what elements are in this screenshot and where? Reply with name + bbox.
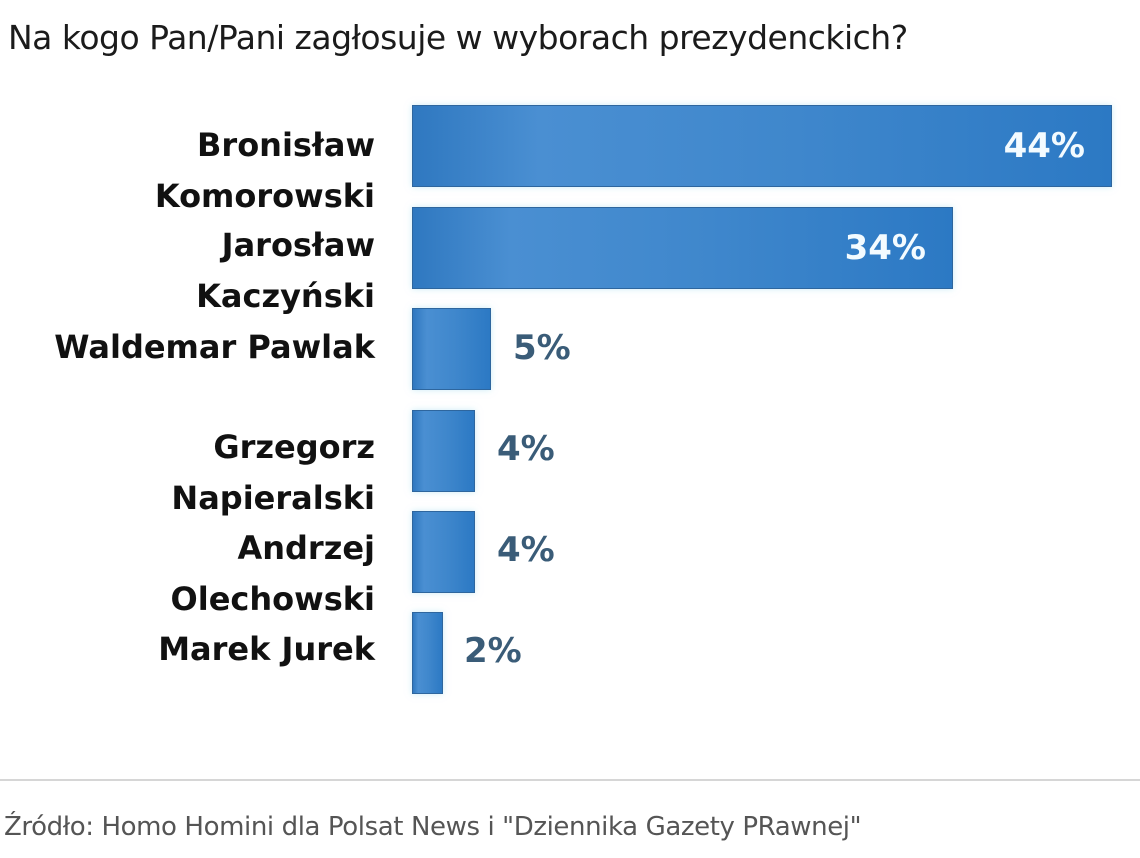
value-label: 4% — [497, 530, 555, 570]
value-label: 44% — [1003, 126, 1085, 166]
category-label-line: Napieralski — [171, 479, 375, 517]
bar — [412, 511, 475, 593]
category-label-line: Andrzej — [237, 529, 375, 567]
source-note: Źródło: Homo Homini dla Polsat News i "D… — [4, 812, 862, 842]
chart-title: Na kogo Pan/Pani zagłosuje w wyborach pr… — [8, 18, 908, 57]
category-label: Jarosław Kaczyński — [0, 220, 375, 322]
category-label-line: Olechowski — [170, 580, 375, 618]
value-label: 34% — [844, 228, 926, 268]
bar — [412, 410, 475, 492]
category-label: Bronisław Komorowski — [0, 120, 375, 222]
value-label: 2% — [464, 631, 522, 671]
bar: 44% — [412, 105, 1112, 187]
category-label-line: Grzegorz — [213, 428, 375, 466]
value-label: 5% — [513, 328, 571, 368]
category-label: Marek Jurek — [0, 624, 375, 675]
category-label-line: Komorowski — [154, 177, 375, 215]
category-label-line: Kaczyński — [196, 277, 375, 315]
bar — [412, 308, 491, 390]
divider — [0, 779, 1140, 781]
category-label-line: Marek Jurek — [158, 630, 375, 668]
category-label: Waldemar Pawlak — [0, 322, 375, 373]
bar — [412, 612, 443, 694]
category-label-line: Jarosław — [221, 226, 375, 264]
category-label: Grzegorz Napieralski — [0, 422, 375, 524]
category-label: Andrzej Olechowski — [0, 523, 375, 625]
value-label: 4% — [497, 429, 555, 469]
category-label-line: Waldemar Pawlak — [54, 328, 375, 366]
category-label-line: Bronisław — [197, 126, 375, 164]
bar: 34% — [412, 207, 953, 289]
